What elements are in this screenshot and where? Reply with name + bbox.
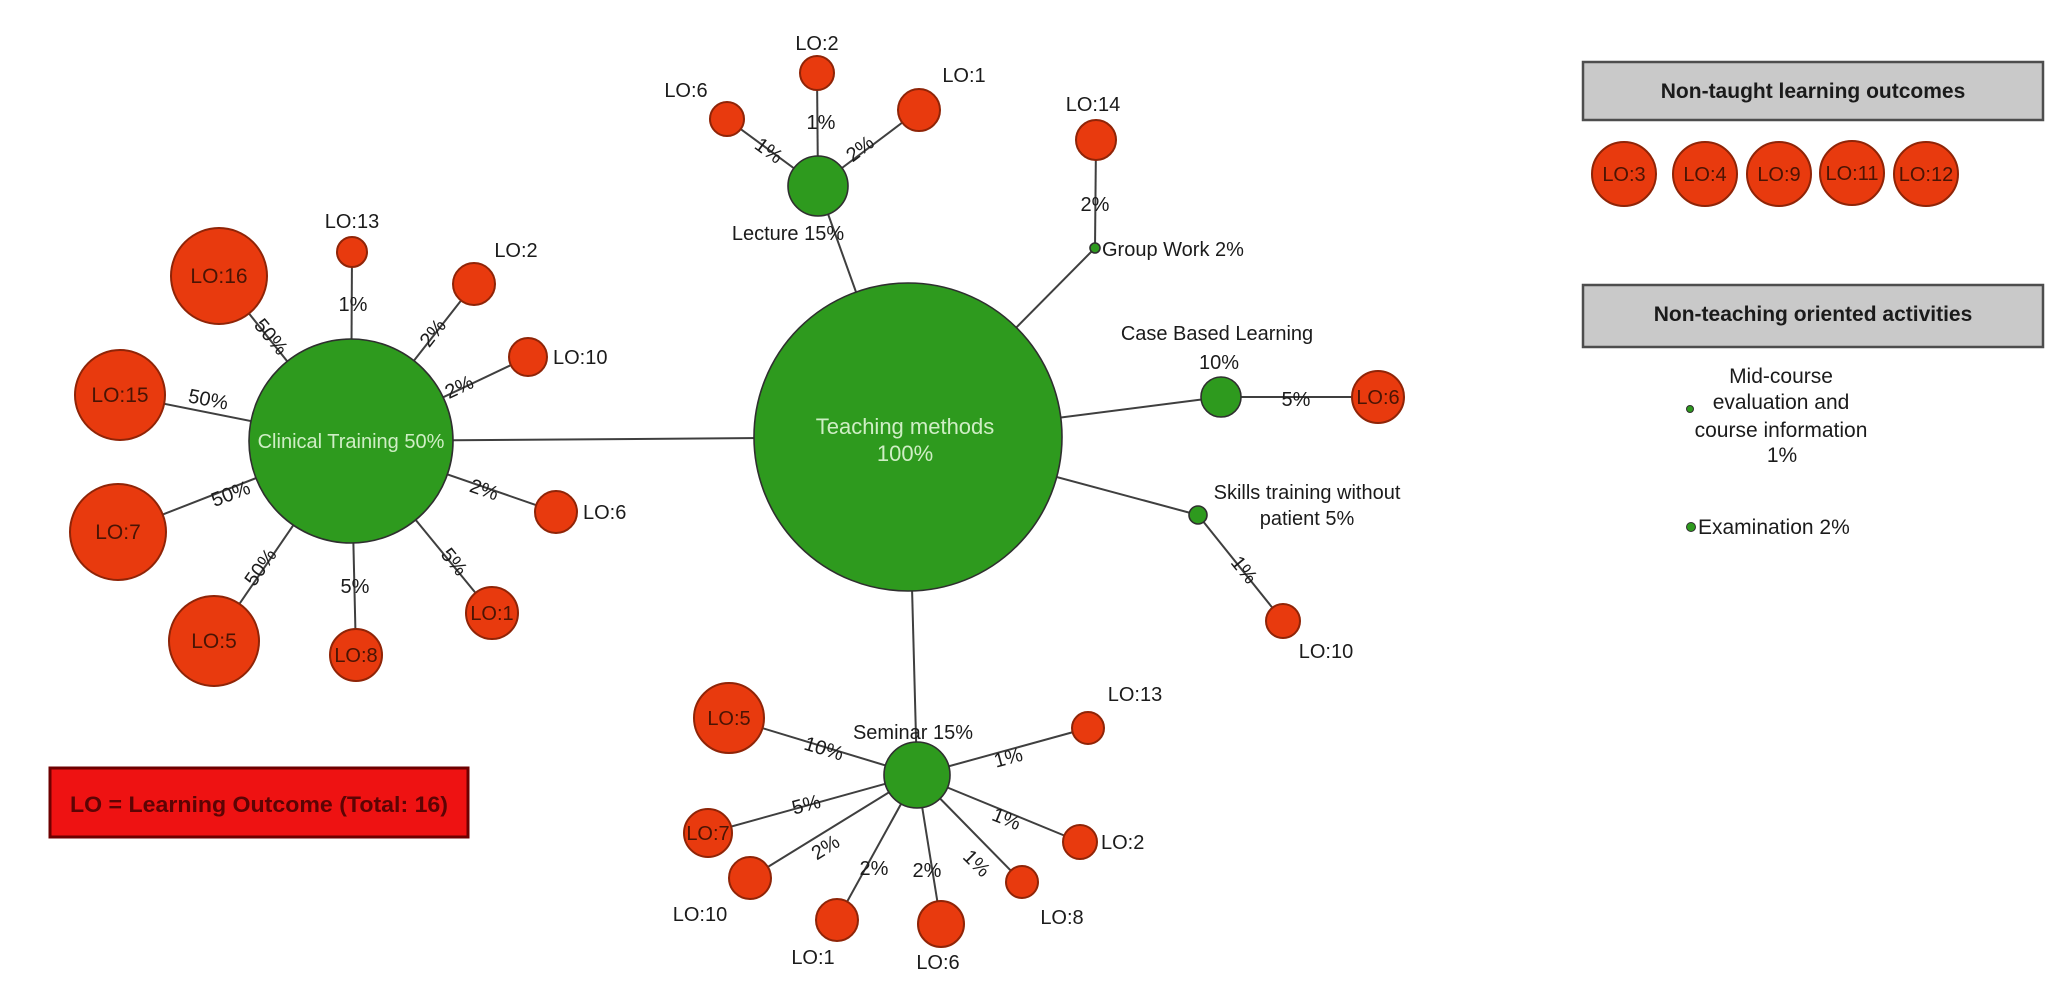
node-lo12-panel <box>1893 141 1959 207</box>
node-lo10-sem <box>728 856 772 900</box>
node-lo2-lec <box>799 55 835 91</box>
clinical-label-0: Clinical Training 50% <box>258 431 445 453</box>
legend-label: LO = Learning Outcome (Total: 16) <box>70 792 448 817</box>
examination-label-0: Examination 2% <box>1698 516 1850 539</box>
lo10-sk-label-0: LO:10 <box>1299 641 1353 663</box>
lo11-panel-label: LO:11 <box>1826 163 1879 185</box>
edge-label-cbl-lo6-cbl: 5% <box>1282 389 1311 411</box>
node-lo5-ct <box>168 595 260 687</box>
lo6-ct-label-0: LO:6 <box>583 502 626 524</box>
non-teaching-header-title: Non-teaching oriented activities <box>1654 303 1973 326</box>
lo6-lec-label-0: LO:6 <box>664 80 707 102</box>
mid-course-evaluation-label-0: Mid-course <box>1729 365 1833 388</box>
lo2-lec-label-0: LO:2 <box>795 33 838 55</box>
edge-seminar-lo7-sem <box>707 774 918 834</box>
node-lo6-cbl <box>1351 370 1405 424</box>
lo2-ct-label-0: LO:2 <box>494 240 537 262</box>
lo8-sem-label-0: LO:8 <box>1040 907 1083 929</box>
node-lo8-ct <box>329 628 383 682</box>
lo7-sem-label-0: LO:7 <box>686 823 729 845</box>
lo1-ct-label-0: LO:1 <box>470 603 513 625</box>
lo6-cbl-label-0: LO:6 <box>1356 387 1399 409</box>
cbl-label-1: 10% <box>1199 352 1239 374</box>
non-taught-header-box <box>1581 60 2045 122</box>
node-lo3-panel <box>1591 141 1657 207</box>
edge-label-seminar-lo6-sem: 2% <box>913 860 942 882</box>
node-lo5-sem <box>693 682 765 754</box>
node-group-dot <box>1089 242 1101 254</box>
node-lo6-lec <box>709 101 745 137</box>
node-lo15-ct <box>74 349 166 441</box>
lo13-sem-label-0: LO:13 <box>1108 684 1162 706</box>
node-lo6-sem <box>917 900 965 948</box>
lo5-sem-label-0: LO:5 <box>707 708 750 730</box>
non-teaching-header-box <box>1581 283 2045 349</box>
node-lo4-panel <box>1672 141 1738 207</box>
lo14-gw-label-0: LO:14 <box>1066 94 1120 116</box>
lo12-panel-label: LO:12 <box>1899 164 1953 186</box>
node-lo10-sk <box>1265 603 1301 639</box>
node-lo7-ct <box>69 483 167 581</box>
node-lo13-sem <box>1071 711 1105 745</box>
mid-course-evaluation-label-1: evaluation and <box>1713 391 1850 414</box>
lo13-ct-label-0: LO:13 <box>325 211 379 233</box>
node-cbl <box>1200 376 1242 418</box>
mid-course-evaluation-dot <box>1686 405 1694 413</box>
node-lo14-gw <box>1075 119 1117 161</box>
lo6-sem-label-0: LO:6 <box>916 952 959 974</box>
examination-dot <box>1686 522 1696 532</box>
teaching-label-1: 100% <box>877 441 933 466</box>
edge-label-group-dot-lo14-gw: 2% <box>1081 194 1110 216</box>
skills-dot-label-0: Skills training without <box>1214 482 1401 504</box>
legend-box <box>48 766 470 839</box>
lo7-ct-label-0: LO:7 <box>95 521 141 544</box>
lo15-ct-label-0: LO:15 <box>91 384 148 407</box>
node-lo6-ct <box>534 490 578 534</box>
node-teaching <box>753 282 1063 592</box>
node-lo11-panel <box>1819 140 1885 206</box>
node-clinical <box>248 338 454 544</box>
mid-course-evaluation-label-3: 1% <box>1767 444 1797 467</box>
edge-label-clinical-lo13-ct: 1% <box>339 294 368 316</box>
node-lo8-sem <box>1005 865 1039 899</box>
lecture-label-0: Lecture 15% <box>732 223 845 245</box>
lo5-ct-label-0: LO:5 <box>191 630 237 653</box>
edge-label-lecture-lo2-lec: 1% <box>807 112 836 134</box>
node-lo2-sem <box>1062 824 1098 860</box>
lo1-lec-label-0: LO:1 <box>942 65 985 87</box>
cbl-label-0: Case Based Learning <box>1121 323 1313 345</box>
node-lo1-ct <box>465 586 519 640</box>
node-lo2-ct <box>452 262 496 306</box>
node-lo16-ct <box>170 227 268 325</box>
lo9-panel-label: LO:9 <box>1757 164 1800 186</box>
node-skills-dot <box>1188 505 1208 525</box>
node-lo1-sem <box>815 898 859 942</box>
node-lo9-panel <box>1746 141 1812 207</box>
node-seminar <box>883 741 951 809</box>
node-lecture <box>787 155 849 217</box>
skills-dot-label-1: patient 5% <box>1260 508 1355 530</box>
seminar-label-0: Seminar 15% <box>853 722 973 744</box>
lo3-panel-label: LO:3 <box>1602 164 1645 186</box>
node-lo7-sem <box>683 808 733 858</box>
lo1-sem-label-0: LO:1 <box>791 947 834 969</box>
node-lo13-ct <box>336 236 368 268</box>
lo4-panel-label: LO:4 <box>1683 164 1726 186</box>
lo10-ct-label-0: LO:10 <box>553 347 607 369</box>
node-lo1-lec <box>897 88 941 132</box>
group-dot-label-0: Group Work 2% <box>1102 239 1244 261</box>
node-lo10-ct <box>508 337 548 377</box>
edge-label-seminar-lo1-sem: 2% <box>860 858 889 880</box>
mid-course-evaluation-label-2: course information <box>1695 419 1868 442</box>
teaching-label-0: Teaching methods <box>816 414 995 439</box>
edge-label-clinical-lo8-ct: 5% <box>341 576 370 598</box>
lo2-sem-label-0: LO:2 <box>1101 832 1144 854</box>
lo16-ct-label-0: LO:16 <box>190 265 247 288</box>
lo10-sem-label-0: LO:10 <box>673 904 727 926</box>
edge-skills-dot-lo10-sk <box>1197 514 1284 622</box>
non-taught-header-title: Non-taught learning outcomes <box>1661 80 1966 103</box>
lo8-ct-label-0: LO:8 <box>334 645 377 667</box>
